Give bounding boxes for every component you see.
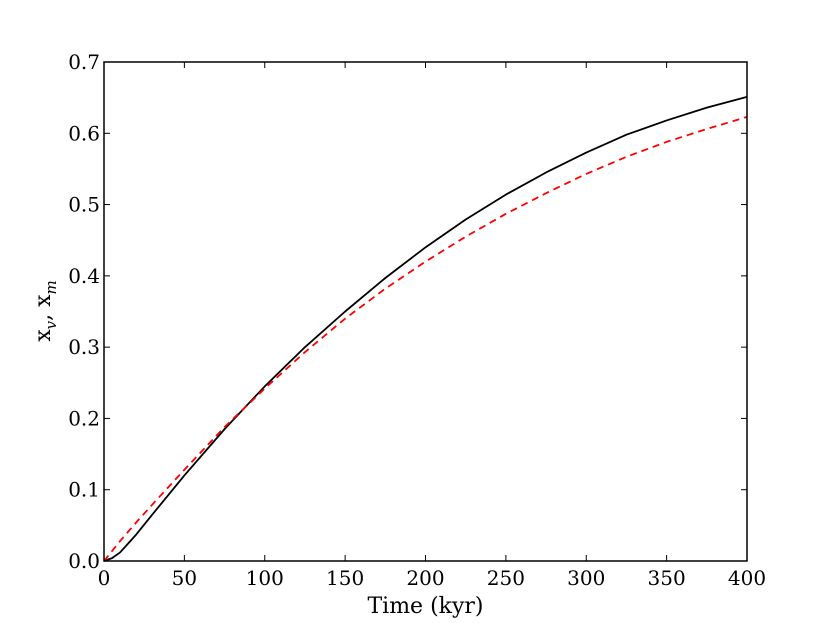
y-tick-label: 0.5 [68,193,100,217]
y-axis-label-sub-m: m [42,280,60,294]
x-tick-label: 250 [487,566,525,590]
plot-frame [103,61,748,562]
y-tick-label: 0.4 [68,264,100,288]
tick-layer [103,61,748,562]
y-tick-label: 0.0 [68,549,100,573]
x-tick-label: 350 [648,566,686,590]
y-axis-label-main-2: x [31,294,56,307]
x-tick-label: 100 [246,566,284,590]
x-tick-label: 400 [728,566,766,590]
tick-label-layer: 0 50 100 150 200 250 300 350 400 0.0 0.1 0.2 0.3 0.4 0… [68,50,766,590]
series-line-black-solid [103,96,748,562]
x-tick-label: 50 [172,566,197,590]
series-line-red-dashed [103,116,748,562]
x-tick-label: 150 [326,566,364,590]
x-tick-label: 200 [406,566,444,590]
y-tick-label: 0.2 [68,406,100,430]
y-axis-label-main: x [31,329,56,342]
y-tick-label: 0.7 [68,50,100,74]
x-axis-label: Time (kyr) [367,594,483,619]
x-tick-label: 300 [567,566,605,590]
y-tick-label: 0.3 [68,335,100,359]
y-tick-label: 0.1 [68,478,100,502]
y-axis-label: xv, xm [31,280,60,342]
y-axis-label-sub-v: v [42,320,60,329]
series-layer [103,96,748,562]
y-axis-label-separator: , [31,307,56,321]
y-tick-label: 0.6 [68,121,100,145]
x-tick-label: 0 [98,566,111,590]
